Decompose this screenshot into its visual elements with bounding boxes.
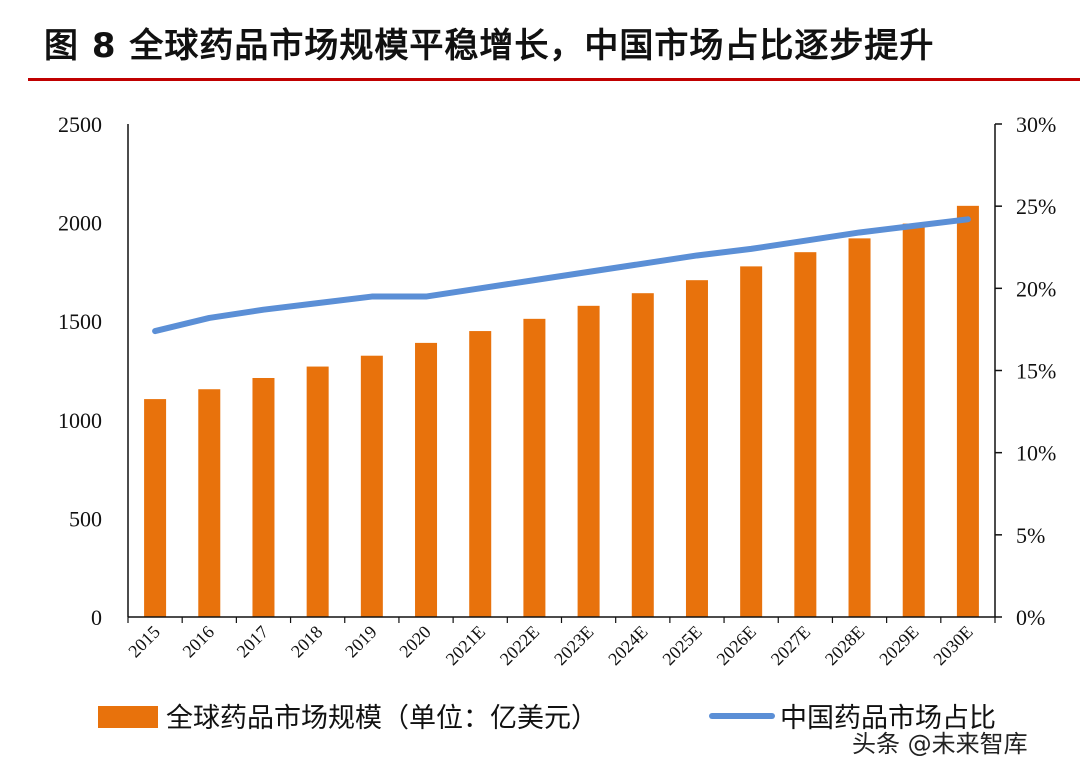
bar-2021E <box>469 331 492 617</box>
right-tick-label: 5% <box>1016 523 1045 548</box>
x-tick-label: 2025E <box>658 622 705 669</box>
watermark-text: 头条 @未来智库 <box>852 730 1028 758</box>
bar-2028E <box>848 238 871 617</box>
left-tick-label: 2000 <box>58 211 102 236</box>
bar-2030E <box>956 205 979 617</box>
right-tick-label: 20% <box>1016 276 1056 301</box>
x-tick-label: 2026E <box>713 622 760 669</box>
x-tick-label: 2021E <box>442 622 489 669</box>
bar-2024E <box>631 293 654 617</box>
x-tick-label: 2018 <box>287 622 327 662</box>
x-tick-label: 2028E <box>821 622 868 669</box>
bar-2018 <box>306 366 329 617</box>
bar-2027E <box>794 252 817 617</box>
x-tick-label: 2023E <box>550 622 597 669</box>
chart-title: 图 8 全球药品市场规模平稳增长，中国市场占比逐步提升 <box>44 26 935 66</box>
left-tick-label: 2500 <box>58 112 102 137</box>
x-tick-label: 2029E <box>875 622 922 669</box>
bar-2017 <box>252 377 275 617</box>
bar-2023E <box>577 305 600 617</box>
x-tick-label: 2017 <box>233 622 273 662</box>
line-layer <box>152 216 971 335</box>
legend-bar-swatch <box>98 706 158 728</box>
left-tick-label: 0 <box>91 605 102 630</box>
right-tick-label: 30% <box>1016 112 1056 137</box>
left-tick-label: 1000 <box>58 408 102 433</box>
x-tick-label: 2024E <box>604 622 651 669</box>
x-tick-label: 2016 <box>179 622 219 662</box>
legend-bar-label: 全球药品市场规模（单位：亿美元） <box>166 703 598 734</box>
bars-layer <box>144 205 979 617</box>
left-tick-label: 500 <box>69 506 102 531</box>
right-tick-label: 25% <box>1016 194 1056 219</box>
right-tick-label: 0% <box>1016 605 1045 630</box>
bar-2026E <box>740 266 763 617</box>
x-tick-label: 2019 <box>341 622 381 662</box>
x-tick-label: 2015 <box>124 622 164 662</box>
x-tick-label: 2030E <box>929 622 976 669</box>
x-tick-label: 2027E <box>767 622 814 669</box>
title-rule <box>28 78 1080 81</box>
legend-line-label: 中国药品市场占比 <box>780 703 996 734</box>
bar-2020 <box>415 342 438 617</box>
bar-2025E <box>685 280 708 617</box>
bar-2022E <box>523 318 546 617</box>
left-tick-label: 1500 <box>58 309 102 334</box>
right-tick-label: 15% <box>1016 359 1056 384</box>
right-tick-label: 10% <box>1016 441 1056 466</box>
share-line <box>152 216 971 335</box>
bar-2019 <box>360 355 383 617</box>
x-tick-label: 2020 <box>395 622 435 662</box>
legend: 全球药品市场规模（单位：亿美元） 中国药品市场占比 <box>98 703 996 734</box>
bar-2029E <box>902 223 925 617</box>
bar-2016 <box>198 389 221 617</box>
x-tick-label: 2022E <box>496 622 543 669</box>
bar-2015 <box>144 399 167 617</box>
